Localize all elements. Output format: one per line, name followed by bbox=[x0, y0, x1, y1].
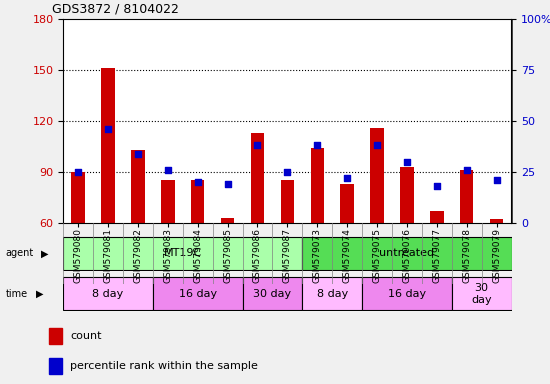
Text: 30
day: 30 day bbox=[471, 283, 492, 305]
Text: GSM579074: GSM579074 bbox=[343, 228, 351, 283]
Bar bbox=[311, 148, 324, 223]
Bar bbox=[280, 180, 294, 223]
Text: 8 day: 8 day bbox=[92, 289, 124, 299]
Bar bbox=[362, 277, 452, 310]
Point bbox=[313, 142, 322, 149]
Bar bbox=[340, 184, 354, 223]
Text: agent: agent bbox=[6, 248, 34, 258]
Point bbox=[223, 181, 232, 187]
Bar bbox=[63, 277, 153, 310]
Bar bbox=[221, 218, 234, 223]
Text: GDS3872 / 8104022: GDS3872 / 8104022 bbox=[52, 2, 179, 15]
Text: GSM579077: GSM579077 bbox=[432, 228, 441, 283]
Point bbox=[193, 179, 202, 185]
Point bbox=[492, 177, 501, 183]
Bar bbox=[460, 170, 474, 223]
Text: ▶: ▶ bbox=[41, 248, 49, 258]
Text: GSM579087: GSM579087 bbox=[283, 228, 292, 283]
Text: GSM579073: GSM579073 bbox=[313, 228, 322, 283]
Text: ▶: ▶ bbox=[36, 289, 43, 299]
Bar bbox=[243, 277, 303, 310]
Text: GSM579083: GSM579083 bbox=[163, 228, 172, 283]
Text: GSM579076: GSM579076 bbox=[403, 228, 411, 283]
Text: GSM579085: GSM579085 bbox=[223, 228, 232, 283]
Text: GSM579084: GSM579084 bbox=[193, 228, 202, 283]
Bar bbox=[490, 219, 503, 223]
Bar bbox=[101, 68, 115, 223]
Bar bbox=[302, 277, 362, 310]
Point bbox=[134, 151, 142, 157]
Bar bbox=[370, 128, 384, 223]
Bar bbox=[49, 358, 62, 374]
Point bbox=[403, 159, 411, 165]
Text: time: time bbox=[6, 289, 28, 299]
Text: GSM579080: GSM579080 bbox=[74, 228, 82, 283]
Point bbox=[283, 169, 292, 175]
Bar bbox=[191, 180, 205, 223]
Point bbox=[462, 167, 471, 173]
Point bbox=[373, 142, 382, 149]
Text: MT19C: MT19C bbox=[164, 248, 202, 258]
Bar bbox=[161, 180, 174, 223]
Bar bbox=[153, 277, 243, 310]
Point bbox=[432, 183, 441, 189]
Point bbox=[103, 126, 112, 132]
Text: GSM579082: GSM579082 bbox=[134, 228, 142, 283]
Point bbox=[343, 175, 351, 181]
Text: 8 day: 8 day bbox=[317, 289, 348, 299]
Bar bbox=[400, 167, 414, 223]
Bar bbox=[430, 211, 443, 223]
Bar bbox=[63, 237, 302, 270]
Text: untreated: untreated bbox=[379, 248, 434, 258]
Text: count: count bbox=[70, 331, 102, 341]
Bar bbox=[72, 172, 85, 223]
Text: GSM579075: GSM579075 bbox=[372, 228, 382, 283]
Text: GSM579078: GSM579078 bbox=[462, 228, 471, 283]
Text: GSM579081: GSM579081 bbox=[103, 228, 113, 283]
Text: percentile rank within the sample: percentile rank within the sample bbox=[70, 361, 258, 371]
Point bbox=[74, 169, 82, 175]
Bar bbox=[452, 277, 512, 310]
Point bbox=[253, 142, 262, 149]
Bar bbox=[49, 328, 62, 344]
Text: 16 day: 16 day bbox=[179, 289, 217, 299]
Text: 16 day: 16 day bbox=[388, 289, 426, 299]
Text: GSM579086: GSM579086 bbox=[253, 228, 262, 283]
Bar bbox=[302, 237, 512, 270]
Text: 30 day: 30 day bbox=[254, 289, 292, 299]
Text: GSM579079: GSM579079 bbox=[492, 228, 501, 283]
Point bbox=[163, 167, 172, 173]
Bar bbox=[131, 150, 145, 223]
Bar bbox=[251, 133, 264, 223]
